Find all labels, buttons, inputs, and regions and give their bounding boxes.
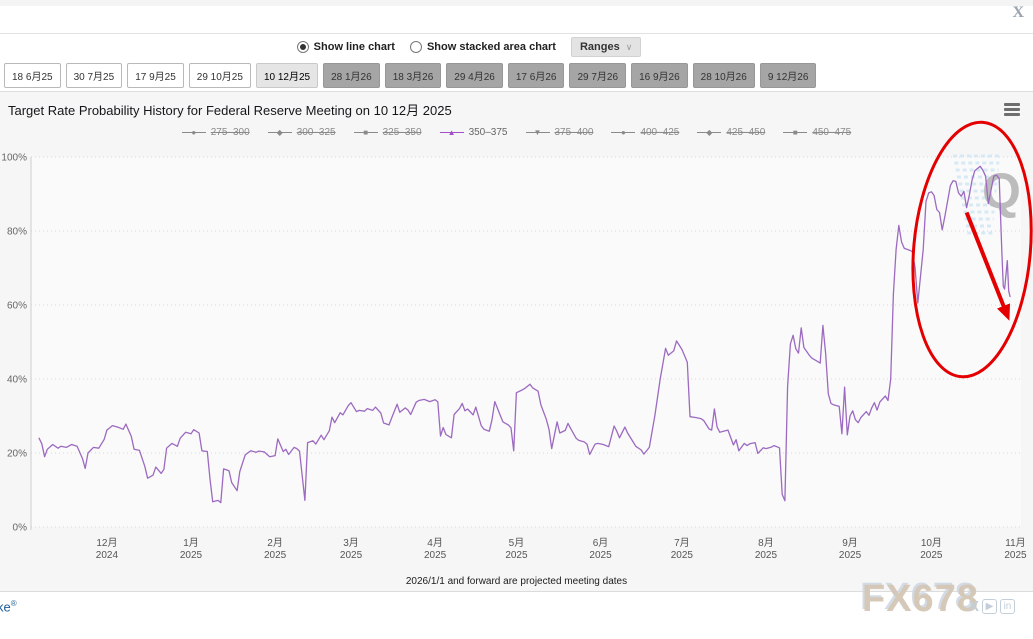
radio-line-label: Show line chart bbox=[313, 41, 395, 53]
diamond-marker-icon: ◆ bbox=[697, 128, 722, 137]
close-button[interactable]: X bbox=[1012, 4, 1024, 21]
meeting-tab-29-10月25[interactable]: 29 10月25 bbox=[188, 63, 251, 88]
radio-selected-icon bbox=[296, 41, 309, 53]
meeting-tab-17-9月25[interactable]: 17 9月25 bbox=[127, 63, 184, 88]
meeting-tab-29-7月26[interactable]: 29 7月26 bbox=[569, 63, 627, 88]
triangle-up-marker-icon: ▲ bbox=[439, 128, 464, 137]
legend-label: 425–450 bbox=[726, 127, 766, 138]
radio-area-label: Show stacked area chart bbox=[426, 41, 556, 53]
meeting-tab-16-9月26[interactable]: 16 9月26 bbox=[631, 63, 688, 88]
meeting-tab-28-10月26[interactable]: 28 10月26 bbox=[692, 63, 755, 88]
chevron-down-icon: ∨ bbox=[625, 41, 633, 52]
legend-label: 375–400 bbox=[554, 127, 594, 138]
fx678-text: FX678 bbox=[862, 578, 979, 620]
legend-label: 325–350 bbox=[382, 127, 422, 138]
meeting-tab-9-12月26[interactable]: 9 12月26 bbox=[759, 63, 817, 88]
fx678-watermark: FX678 X ▶ in bbox=[862, 580, 1015, 618]
square-marker-icon: ■ bbox=[353, 128, 378, 137]
meeting-tab-28-1月26[interactable]: 28 1月26 bbox=[323, 63, 380, 88]
chart-mode-controls: Show line chart Show stacked area chart … bbox=[0, 37, 1033, 57]
ranges-dropdown[interactable]: Ranges ∨ bbox=[570, 37, 642, 57]
legend-item-300–325[interactable]: ◆ 300–325 bbox=[267, 127, 336, 138]
chart-title: Target Rate Probability History for Fede… bbox=[8, 103, 452, 118]
legend-item-325–350[interactable]: ■ 325–350 bbox=[353, 127, 422, 138]
meeting-tab-18-6月25[interactable]: 18 6月25 bbox=[4, 63, 61, 88]
circle-marker-icon: ● bbox=[611, 128, 636, 137]
diamond-marker-icon: ◆ bbox=[267, 128, 292, 137]
ranges-label: Ranges bbox=[579, 41, 620, 53]
legend-label: 300–325 bbox=[296, 127, 336, 138]
meeting-tab-10-12月25[interactable]: 10 12月25 bbox=[255, 63, 319, 88]
quikstrike-partial-logo: ke® bbox=[0, 599, 17, 615]
legend-item-375–400[interactable]: ▼ 375–400 bbox=[525, 127, 594, 138]
legend-item-450–475[interactable]: ■ 450–475 bbox=[783, 127, 851, 138]
legend-label: 450–475 bbox=[812, 127, 852, 138]
meeting-date-tabs: 18 6月25 30 7月25 17 9月25 29 10月25 10 12月25 28 … bbox=[4, 63, 817, 88]
linkedin-icon: in bbox=[999, 599, 1015, 614]
circle-marker-icon: ● bbox=[181, 128, 206, 137]
chart-footnote: 2026/1/1 and forward are projected meeti… bbox=[405, 576, 628, 587]
legend-item-275–300[interactable]: ● 275–300 bbox=[181, 127, 250, 138]
top-strip bbox=[0, 0, 1033, 6]
x-social-icon: X bbox=[968, 598, 979, 615]
radio-unselected-icon bbox=[409, 41, 422, 53]
play-social-icon: ▶ bbox=[981, 599, 997, 614]
radio-show-stacked-area-chart[interactable]: Show stacked area chart bbox=[409, 41, 556, 53]
chart-legend: ● 275–300 ◆ 300–325 ■ 325–350 ▲ 350–375 ▼ 375–400… bbox=[0, 127, 1033, 138]
meeting-tab-18-3月26[interactable]: 18 3月26 bbox=[384, 63, 442, 88]
fx678-social-icons: X ▶ in bbox=[968, 598, 1015, 615]
header-divider bbox=[0, 33, 1033, 34]
meeting-tab-29-4月26[interactable]: 29 4月26 bbox=[446, 63, 503, 88]
legend-item-350–375[interactable]: ▲ 350–375 bbox=[439, 127, 508, 138]
legend-label: 275–300 bbox=[210, 127, 250, 138]
legend-label: 350–375 bbox=[468, 127, 508, 138]
meeting-tab-17-6月26[interactable]: 17 6月26 bbox=[507, 63, 565, 88]
chart-panel bbox=[0, 91, 1033, 592]
legend-item-425–450[interactable]: ◆ 425–450 bbox=[697, 127, 765, 138]
triangle-down-marker-icon: ▼ bbox=[525, 128, 550, 137]
radio-show-line-chart[interactable]: Show line chart bbox=[296, 41, 395, 53]
legend-label: 400–425 bbox=[640, 127, 680, 138]
chart-menu-icon[interactable] bbox=[1004, 103, 1020, 118]
square-marker-icon: ■ bbox=[783, 128, 808, 137]
legend-item-400–425[interactable]: ● 400–425 bbox=[611, 127, 679, 138]
meeting-tab-30-7月25[interactable]: 30 7月25 bbox=[65, 63, 123, 88]
